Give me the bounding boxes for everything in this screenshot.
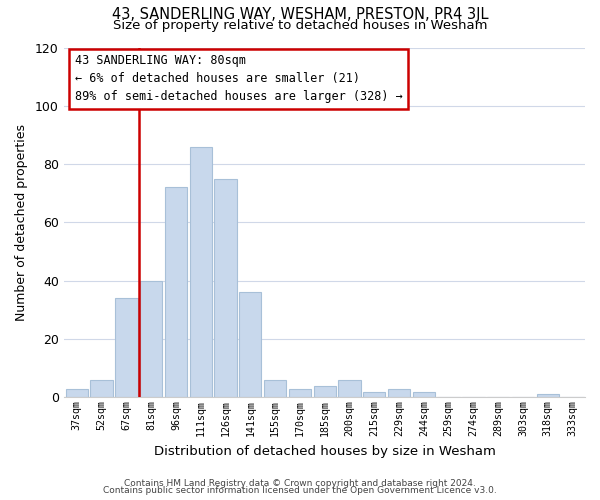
Y-axis label: Number of detached properties: Number of detached properties — [15, 124, 28, 321]
Bar — [413, 392, 435, 398]
Bar — [338, 380, 361, 398]
Bar — [115, 298, 137, 398]
Bar — [264, 380, 286, 398]
Bar — [91, 380, 113, 398]
Bar — [363, 392, 385, 398]
X-axis label: Distribution of detached houses by size in Wesham: Distribution of detached houses by size … — [154, 444, 496, 458]
Bar — [165, 188, 187, 398]
Bar — [314, 386, 336, 398]
Bar — [140, 281, 163, 398]
Bar — [536, 394, 559, 398]
Text: 43 SANDERLING WAY: 80sqm
← 6% of detached houses are smaller (21)
89% of semi-de: 43 SANDERLING WAY: 80sqm ← 6% of detache… — [75, 54, 403, 104]
Bar — [190, 146, 212, 398]
Bar — [239, 292, 262, 398]
Bar — [388, 388, 410, 398]
Text: 43, SANDERLING WAY, WESHAM, PRESTON, PR4 3JL: 43, SANDERLING WAY, WESHAM, PRESTON, PR4… — [112, 8, 488, 22]
Bar — [289, 388, 311, 398]
Bar — [214, 178, 236, 398]
Text: Contains public sector information licensed under the Open Government Licence v3: Contains public sector information licen… — [103, 486, 497, 495]
Text: Contains HM Land Registry data © Crown copyright and database right 2024.: Contains HM Land Registry data © Crown c… — [124, 478, 476, 488]
Text: Size of property relative to detached houses in Wesham: Size of property relative to detached ho… — [113, 18, 487, 32]
Bar — [65, 388, 88, 398]
